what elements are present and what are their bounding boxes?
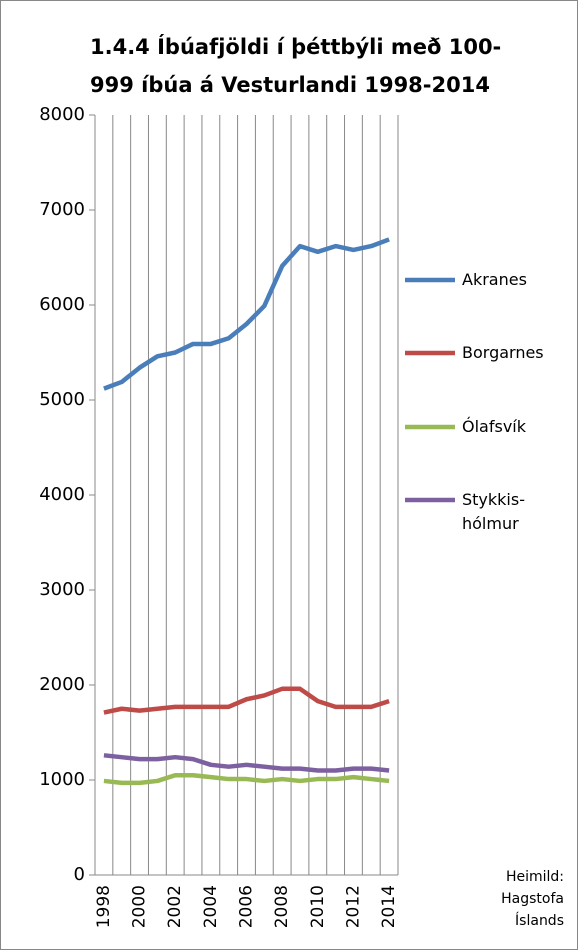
y-tick-label: 6000 [39, 294, 85, 315]
y-tick-label: 8000 [39, 104, 85, 125]
chart-title: 1.4.4 Íbúafjöldi í þéttbýli með 100- [90, 34, 501, 59]
series-line [103, 237, 390, 391]
series-line [103, 686, 390, 715]
y-tick-label: 5000 [39, 389, 85, 410]
x-tick-label: 2014 [379, 885, 399, 928]
x-tick-label: 2006 [237, 885, 257, 928]
y-tick-label: 4000 [39, 484, 85, 505]
series-line [103, 773, 390, 786]
y-tick-label: 0 [74, 864, 85, 885]
chart-title: 999 íbúa á Vesturlandi 1998-2014 [90, 73, 490, 97]
y-tick-label: 7000 [39, 199, 85, 220]
x-tick-label: 2004 [201, 885, 221, 928]
x-tick-label: 2000 [130, 885, 150, 928]
legend-label: Stykkis-hólmur [462, 490, 525, 533]
x-tick-label: 2002 [165, 885, 185, 928]
legend-label: Akranes [462, 270, 527, 289]
x-tick-label: 2010 [308, 885, 328, 928]
y-tick-label: 2000 [39, 674, 85, 695]
legend-label: Borgarnes [462, 343, 544, 362]
x-tick-label: 2012 [343, 885, 363, 928]
series-line [103, 753, 390, 773]
x-tick-label: 2008 [272, 885, 292, 928]
source-note: Heimild: Hagstofa Íslands [501, 869, 564, 929]
y-tick-label: 1000 [39, 769, 85, 790]
y-tick-label: 3000 [39, 579, 85, 600]
legend-label: Ólafsvík [462, 417, 526, 436]
x-tick-label: 1998 [94, 885, 114, 928]
